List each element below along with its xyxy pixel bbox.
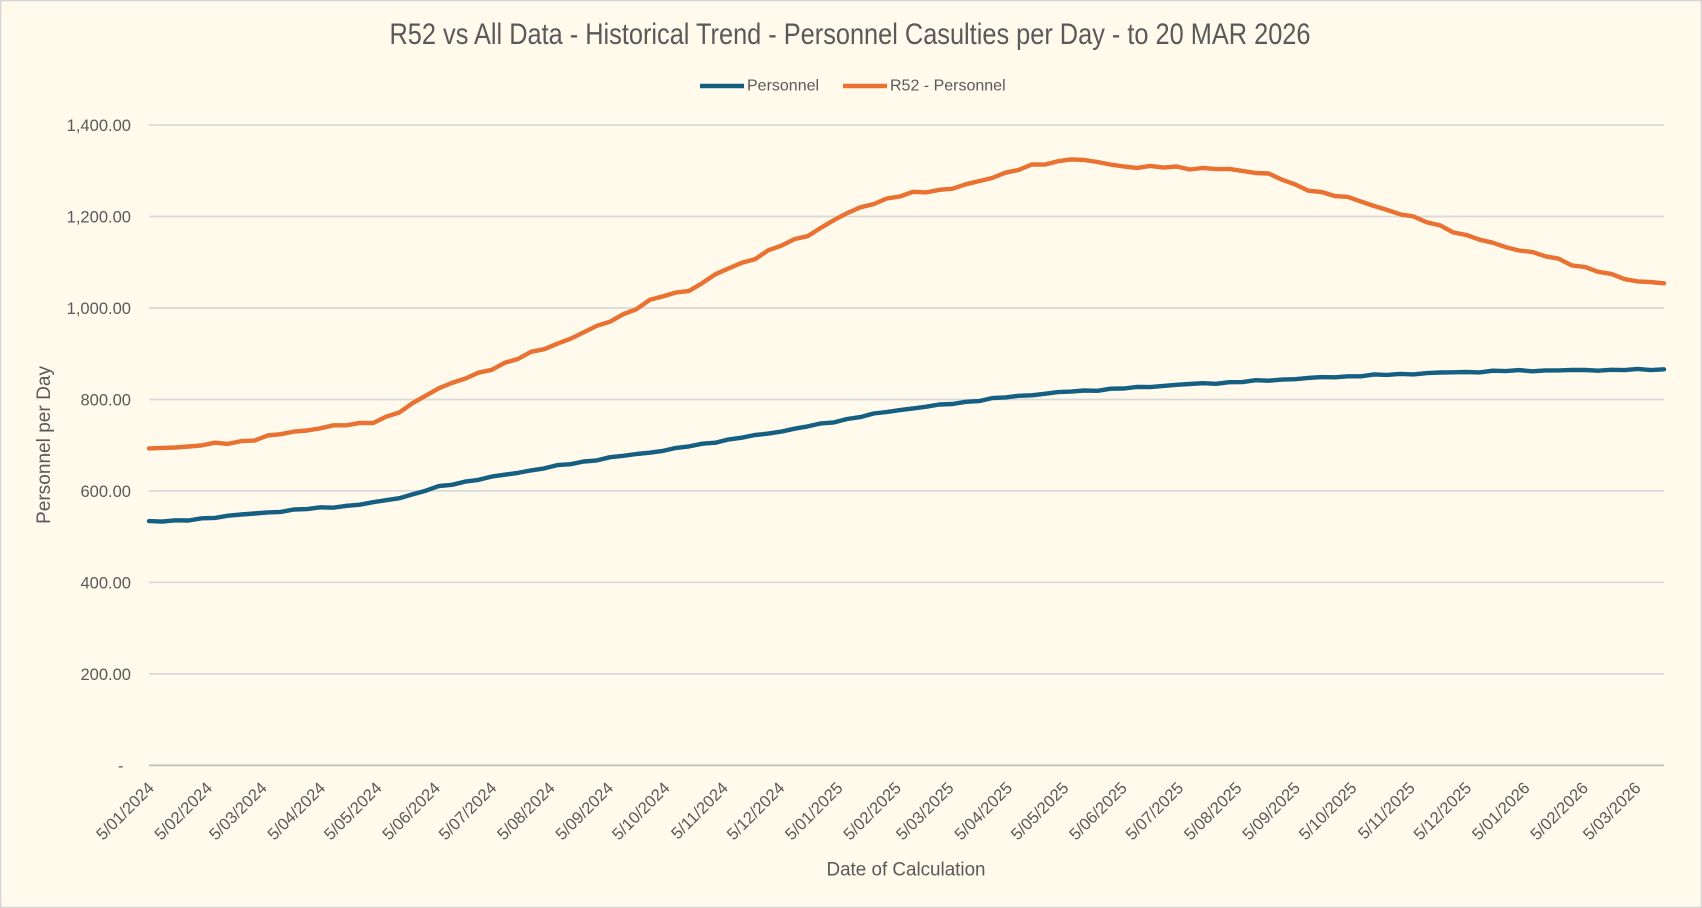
svg-text:400.00: 400.00 [80,573,131,592]
svg-text:-: - [118,756,124,775]
svg-text:R52 - Personnel: R52 - Personnel [890,78,1006,95]
svg-text:Personnel per Day: Personnel per Day [33,366,55,524]
svg-text:Personnel: Personnel [747,78,819,95]
svg-text:800.00: 800.00 [80,391,131,410]
svg-text:200.00: 200.00 [80,665,131,684]
svg-text:Date of Calculation: Date of Calculation [827,859,986,881]
svg-text:1,400.00: 1,400.00 [67,116,131,135]
svg-text:1,000.00: 1,000.00 [67,299,131,318]
svg-text:1,200.00: 1,200.00 [67,208,131,227]
svg-text:R52 vs All Data - Historical T: R52 vs All Data - Historical Trend - Per… [390,18,1311,51]
svg-text:600.00: 600.00 [80,482,131,501]
